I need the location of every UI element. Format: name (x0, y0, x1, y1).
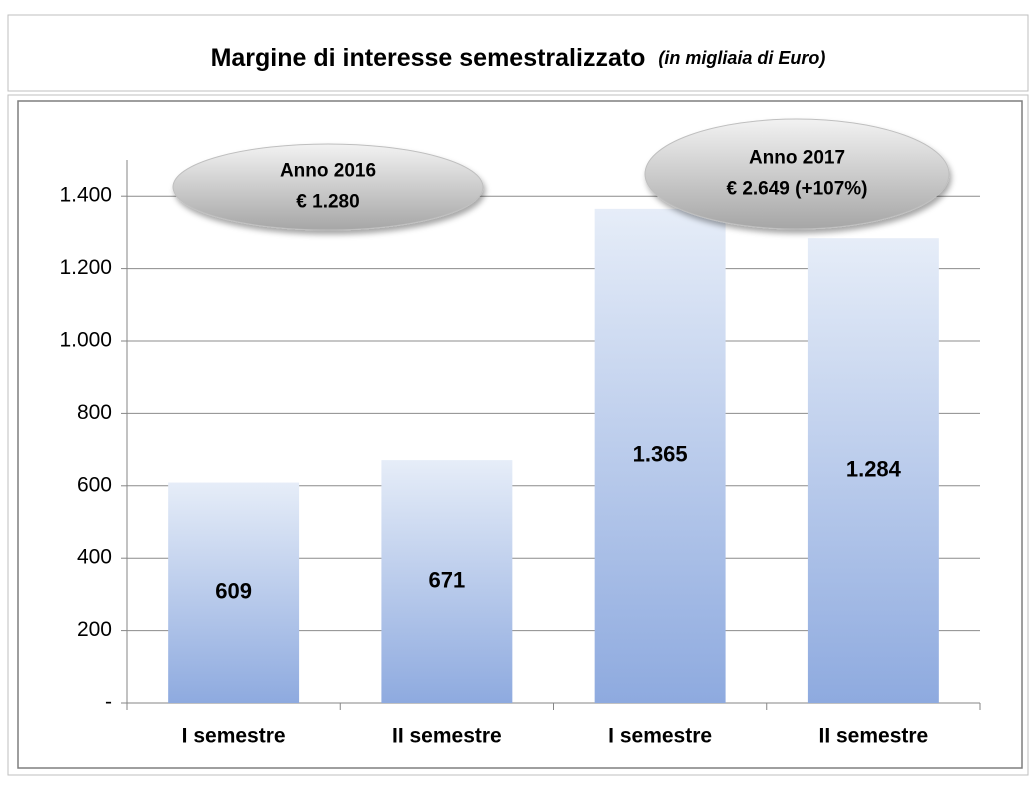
annotation-text: € 2.649 (+107%) (726, 179, 867, 200)
annotation: Anno 2017 € 2.649 (+107%) (644, 118, 950, 230)
x-tick-label: I semestre (182, 725, 286, 748)
bar (381, 460, 513, 703)
chart-title: Margine di interesse semestralizzato (in… (211, 44, 826, 72)
y-tick-label: - (105, 691, 112, 714)
y-tick-label: 1.000 (59, 329, 112, 352)
y-tick-label: 800 (77, 401, 112, 424)
y-tick-label: 200 (77, 618, 112, 641)
y-tick-label: 1.400 (59, 184, 112, 207)
value-label: 1.365 (633, 442, 688, 467)
bar (168, 482, 300, 703)
annotation-text: € 1.280 (296, 192, 359, 213)
annotation-bubble (172, 143, 484, 231)
y-tick-label: 600 (77, 473, 112, 496)
subtitle: (in migliaia di Euro) (658, 48, 825, 68)
value-label: 671 (429, 567, 466, 592)
title-cell (7, 14, 1029, 92)
x-tick-label: II semestre (819, 725, 929, 748)
annotation-text: Anno 2017 (749, 148, 845, 169)
y-tick-label: 400 (77, 546, 112, 569)
x-tick-label: I semestre (608, 725, 712, 748)
value-label: 1.284 (846, 456, 902, 481)
title: Margine di interesse semestralizzato (211, 44, 646, 72)
annotation-bubble (644, 118, 950, 230)
bar (594, 208, 726, 703)
value-label: 609 (215, 579, 252, 604)
annotation: Anno 2016 € 1.280 (172, 143, 484, 231)
y-tick-label: 1.200 (59, 256, 112, 279)
annotation-text: Anno 2016 (280, 161, 376, 182)
x-tick-label: II semestre (392, 725, 502, 748)
bar (807, 238, 939, 703)
